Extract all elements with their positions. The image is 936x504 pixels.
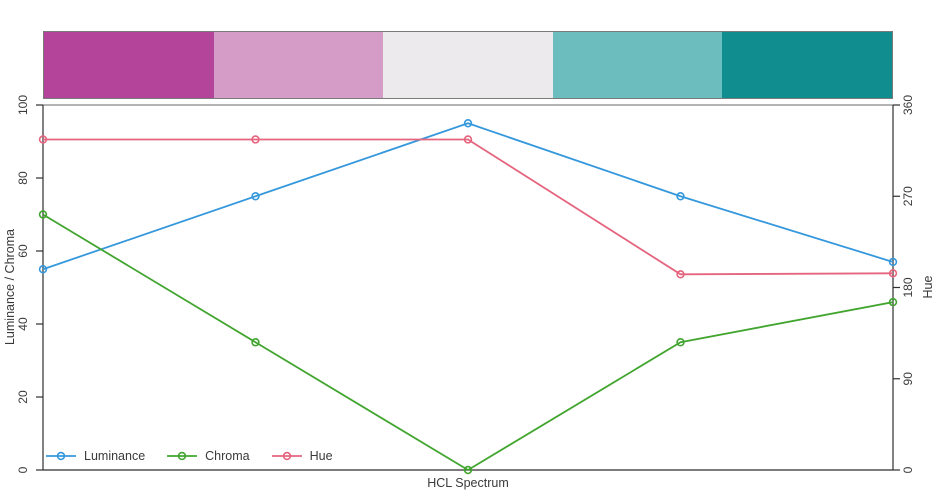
series-marker-hue xyxy=(888,269,898,278)
series-marker-luminance xyxy=(676,192,685,201)
palette-swatch-3 xyxy=(383,32,553,98)
legend-label: Luminance xyxy=(84,449,146,463)
series-marker-chroma xyxy=(676,338,685,347)
series-marker-chroma xyxy=(888,297,898,307)
legend-label: Chroma xyxy=(205,449,250,463)
right-axis-tick-label: 180 xyxy=(901,277,915,297)
legend-marker-icon xyxy=(46,451,76,461)
series-marker-chroma xyxy=(38,210,48,219)
right-axis-tick-label: 0 xyxy=(901,466,915,473)
legend-marker-icon xyxy=(271,451,302,461)
right-axis-tick-label: 360 xyxy=(901,95,915,115)
left-axis-tick-label: 20 xyxy=(16,390,30,404)
series-line-luminance xyxy=(42,122,894,271)
series-marker-luminance xyxy=(251,192,260,201)
legend-item-chroma: Chroma xyxy=(167,449,250,463)
legend-item-luminance: Luminance xyxy=(46,449,145,463)
left-axis-tick-label: 0 xyxy=(16,466,30,473)
legend-label: Hue xyxy=(309,449,333,463)
left-axis-tick-label: 60 xyxy=(16,244,30,258)
series-marker-hue xyxy=(463,135,473,144)
palette-swatch-2 xyxy=(213,32,384,98)
left-axis-tick-label: 40 xyxy=(16,317,30,331)
series-marker-luminance xyxy=(888,257,898,267)
right-axis-title: Hue xyxy=(921,275,935,299)
series-marker-luminance xyxy=(463,119,473,128)
left-axis-tick-label: 80 xyxy=(16,171,30,185)
legend-item-hue: Hue xyxy=(271,449,333,463)
series-marker-hue xyxy=(38,135,48,144)
x-axis-title: HCL Spectrum xyxy=(427,476,509,490)
series-marker-hue xyxy=(251,135,260,144)
series-marker-luminance xyxy=(38,265,48,274)
left-axis-tick-label: 100 xyxy=(16,95,30,115)
palette-colorbar xyxy=(43,31,893,99)
series-line-hue xyxy=(43,138,894,276)
series-marker-hue xyxy=(676,270,685,279)
series-line-chroma xyxy=(42,213,894,472)
plot-legend: Luminance Chroma Hue xyxy=(46,449,333,463)
right-axis-tick-label: 270 xyxy=(901,186,915,206)
series-marker-chroma xyxy=(463,465,473,475)
palette-swatch-4 xyxy=(552,32,723,98)
palette-swatch-5 xyxy=(722,32,892,98)
left-axis-title: Luminance / Chroma xyxy=(3,228,17,346)
legend-marker-icon xyxy=(167,451,198,461)
right-axis-tick-label: 90 xyxy=(901,372,915,386)
palette-swatch-1 xyxy=(44,32,214,98)
series-marker-chroma xyxy=(251,338,260,347)
